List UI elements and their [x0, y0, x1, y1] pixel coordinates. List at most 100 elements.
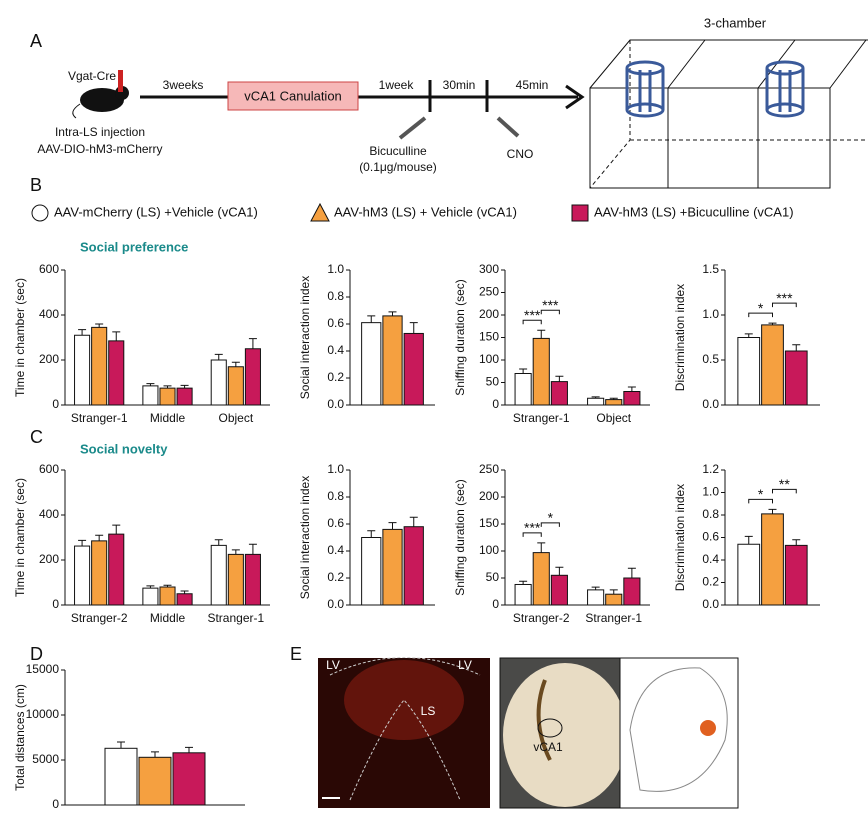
y-tick-label: 300 — [479, 262, 499, 276]
label: 45min — [516, 78, 549, 92]
bar — [244, 553, 261, 606]
image — [344, 660, 464, 740]
panel-label: B — [30, 175, 42, 195]
mouse-tail — [72, 103, 81, 119]
x-tick-label: Object — [596, 411, 631, 425]
error-bar — [555, 566, 564, 576]
label: vCA1 Canulation — [244, 88, 342, 103]
x-tick-label: Stranger-1 — [71, 411, 128, 425]
error-bar — [792, 344, 801, 351]
label: vCA1 — [533, 740, 563, 754]
bar — [91, 326, 108, 406]
bar — [403, 526, 424, 606]
y-axis-label: Sniffing duration (sec) — [453, 479, 467, 596]
bar — [532, 552, 550, 606]
bar — [382, 528, 403, 606]
error-bar — [231, 361, 240, 367]
error-bar — [146, 383, 155, 386]
error-bar — [409, 322, 418, 334]
y-tick-label: 0.0 — [327, 597, 344, 611]
significance-label: *** — [524, 520, 541, 536]
bar — [176, 593, 193, 606]
bar — [403, 332, 424, 406]
significance-label: *** — [524, 307, 541, 323]
bar — [784, 350, 808, 406]
error-bar — [768, 322, 777, 325]
y-tick-label: 400 — [39, 307, 59, 321]
error-bar — [591, 586, 600, 590]
frame — [499, 657, 739, 809]
x-tick-label: Stranger-2 — [513, 611, 570, 625]
y-axis-label: Discrimination index — [673, 484, 687, 591]
bar — [550, 381, 568, 406]
error-bar — [112, 524, 121, 535]
bar — [210, 544, 227, 606]
mouse — [80, 88, 124, 112]
bar — [623, 391, 641, 406]
arrowhead — [565, 84, 585, 110]
y-axis-label: Sniffing duration (sec) — [453, 279, 467, 396]
y-tick-label: 600 — [39, 462, 59, 476]
bar — [784, 544, 808, 606]
significance-bracket — [522, 532, 542, 537]
y-tick-label: 1.0 — [702, 307, 719, 321]
error-bar — [163, 385, 172, 389]
y-tick-label: 250 — [479, 462, 499, 476]
error-bar — [537, 329, 546, 339]
bar — [176, 387, 193, 406]
y-tick-label: 0.2 — [327, 570, 344, 584]
bar — [104, 747, 138, 806]
error-bar — [78, 539, 87, 547]
error-bar — [117, 741, 125, 749]
y-tick-label: 0 — [52, 397, 59, 411]
y-axis-label: Time in chamber (sec) — [13, 478, 27, 597]
x-tick-label: Stranger-2 — [71, 611, 128, 625]
y-tick-label: 0.6 — [327, 316, 344, 330]
label: 1week — [379, 78, 415, 92]
error-bar — [248, 338, 257, 349]
y-tick-label: 0.0 — [702, 397, 719, 411]
error-bar — [78, 329, 87, 336]
bar — [74, 545, 91, 606]
label: Vgat-Cre — [68, 69, 116, 83]
error-bar — [519, 580, 528, 585]
label: AAV-DIO-hM3-mCherry — [37, 142, 162, 156]
error-bar — [609, 397, 618, 400]
y-tick-label: 0 — [492, 397, 499, 411]
significance-label: *** — [776, 290, 793, 306]
significance-label: *** — [542, 297, 559, 313]
error-bar — [151, 751, 159, 758]
panel-label: E — [290, 644, 302, 664]
y-tick-label: 0 — [52, 797, 59, 811]
y-tick-label: 0.0 — [702, 597, 719, 611]
significance-label: ** — [779, 476, 790, 492]
label: (0.1μg/mouse) — [359, 160, 437, 174]
y-tick-label: 200 — [479, 307, 499, 321]
y-tick-label: 100 — [479, 543, 499, 557]
y-tick-label: 150 — [479, 330, 499, 344]
bar — [159, 387, 176, 406]
label: 3-chamber — [704, 15, 767, 30]
bar — [514, 583, 532, 606]
atlas — [619, 657, 739, 809]
significance-label: * — [758, 300, 764, 316]
label: 3weeks — [163, 78, 204, 92]
image — [503, 663, 627, 807]
y-tick-label: 0.4 — [327, 343, 344, 357]
outline — [537, 718, 563, 738]
x-tick-label: Middle — [150, 411, 186, 425]
schematic: Vgat-Cre Intra-LS injection AAV-DIO-hM3-… — [37, 15, 868, 189]
significance-bracket — [540, 309, 560, 315]
significance-bracket — [522, 319, 542, 325]
outline — [329, 657, 481, 801]
y-tick-label: 200 — [479, 489, 499, 503]
y-tick-label: 600 — [39, 262, 59, 276]
y-tick-label: 250 — [479, 285, 499, 299]
y-tick-label: 0 — [52, 597, 59, 611]
error-bar — [537, 542, 546, 553]
error-bar — [95, 534, 104, 541]
y-axis-label: Discrimination index — [673, 284, 687, 391]
y-tick-label: 0.6 — [702, 530, 719, 544]
y-tick-label: 1.0 — [327, 262, 344, 276]
